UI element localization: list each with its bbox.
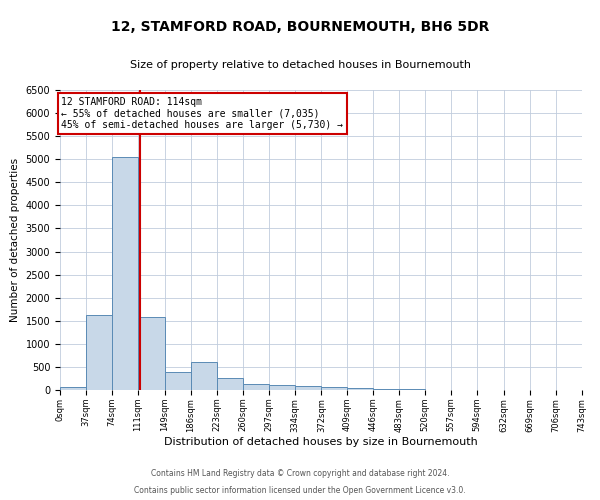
Bar: [373, 389, 400, 390]
Text: Contains public sector information licensed under the Open Government Licence v3: Contains public sector information licen…: [134, 486, 466, 495]
Y-axis label: Number of detached properties: Number of detached properties: [10, 158, 20, 322]
Bar: [138, 317, 164, 390]
Bar: [295, 386, 322, 390]
Bar: [347, 388, 373, 390]
Bar: [269, 385, 295, 390]
Bar: [242, 384, 269, 390]
Bar: [112, 157, 138, 390]
Text: Contains HM Land Registry data © Crown copyright and database right 2024.: Contains HM Land Registry data © Crown c…: [151, 468, 449, 477]
Text: 12, STAMFORD ROAD, BOURNEMOUTH, BH6 5DR: 12, STAMFORD ROAD, BOURNEMOUTH, BH6 5DR: [111, 20, 489, 34]
Bar: [60, 386, 86, 390]
Bar: [86, 315, 112, 390]
Bar: [217, 378, 242, 390]
Bar: [164, 372, 191, 390]
Text: Size of property relative to detached houses in Bournemouth: Size of property relative to detached ho…: [130, 60, 470, 70]
X-axis label: Distribution of detached houses by size in Bournemouth: Distribution of detached houses by size …: [164, 437, 478, 447]
Bar: [322, 387, 347, 390]
Text: 12 STAMFORD ROAD: 114sqm
← 55% of detached houses are smaller (7,035)
45% of sem: 12 STAMFORD ROAD: 114sqm ← 55% of detach…: [61, 97, 343, 130]
Bar: [191, 362, 217, 390]
